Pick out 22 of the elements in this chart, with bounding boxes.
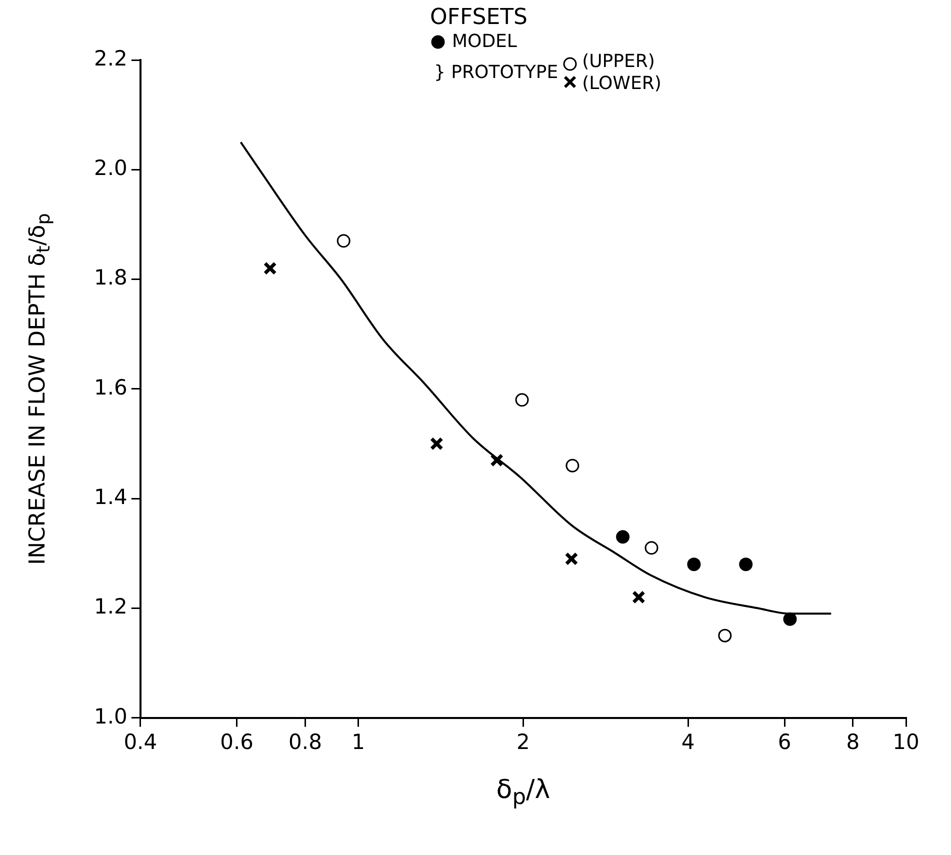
y-tick-label: 1.0 — [94, 704, 128, 728]
y-tick-label: 1.2 — [94, 594, 128, 619]
x-tick-label: 6 — [778, 730, 792, 754]
y-tick-label: 2.0 — [94, 156, 128, 180]
x-tick-label: 8 — [846, 730, 860, 754]
legend-label: MODEL — [452, 31, 517, 52]
x-tick-label: 0.4 — [124, 730, 158, 754]
legend-label: (LOWER) — [582, 72, 662, 94]
x-tick-label: 2 — [516, 730, 530, 754]
y-tick-label: 1.4 — [94, 484, 128, 509]
x-tick-label: 4 — [681, 730, 695, 754]
legend-title: OFFSETS — [430, 5, 529, 30]
x-tick-label: 1 — [352, 730, 366, 754]
x-tick-label: 0.8 — [288, 730, 322, 754]
y-tick-label: 2.2 — [94, 46, 128, 70]
y-tick-label: 1.6 — [94, 375, 128, 400]
y-tick-label: 1.8 — [94, 266, 128, 290]
x-axis-title: δ$_{p}$/λ — [496, 775, 550, 810]
x-tick-label: 0.6 — [220, 730, 254, 754]
legend-label: (UPPER) — [582, 50, 656, 72]
x-tick-label: 10 — [892, 730, 920, 754]
annotation: } PROTOTYPE — [434, 62, 558, 83]
